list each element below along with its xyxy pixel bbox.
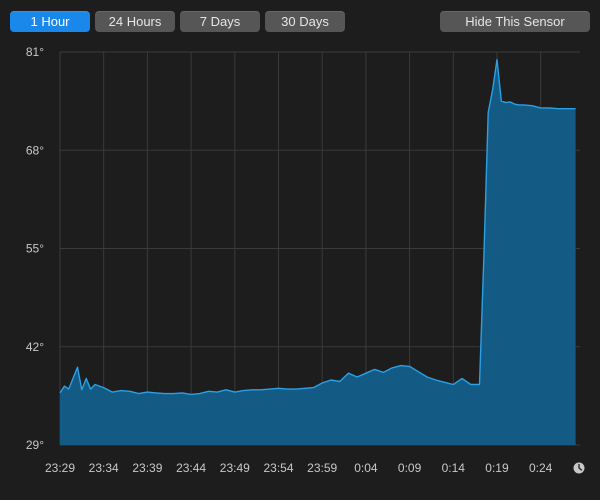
range-button-7-days[interactable]: 7 Days <box>180 11 260 32</box>
clock-icon <box>573 462 585 474</box>
x-tick-label: 0:19 <box>485 461 509 475</box>
y-tick-label: 55° <box>26 242 44 256</box>
x-tick-label: 23:59 <box>307 461 337 475</box>
y-tick-label: 68° <box>26 143 44 157</box>
range-button-1-hour[interactable]: 1 Hour <box>10 11 90 32</box>
x-tick-label: 23:29 <box>45 461 75 475</box>
x-tick-label: 0:09 <box>398 461 422 475</box>
x-tick-label: 23:49 <box>220 461 250 475</box>
x-tick-label: 23:54 <box>263 461 293 475</box>
y-tick-label: 42° <box>26 340 44 354</box>
x-tick-label: 23:44 <box>176 461 206 475</box>
x-tick-label: 0:24 <box>529 461 553 475</box>
hide-sensor-button[interactable]: Hide This Sensor <box>440 11 590 32</box>
x-tick-label: 0:14 <box>442 461 466 475</box>
x-tick-label: 0:04 <box>354 461 378 475</box>
range-button-24-hours[interactable]: 24 Hours <box>95 11 175 32</box>
temperature-line <box>59 58 576 396</box>
temperature-area <box>60 59 576 445</box>
y-tick-label: 29° <box>26 438 44 452</box>
y-tick-label: 81° <box>26 45 44 59</box>
range-button-30-days[interactable]: 30 Days <box>265 11 345 32</box>
x-tick-label: 23:34 <box>89 461 119 475</box>
x-tick-label: 23:39 <box>132 461 162 475</box>
